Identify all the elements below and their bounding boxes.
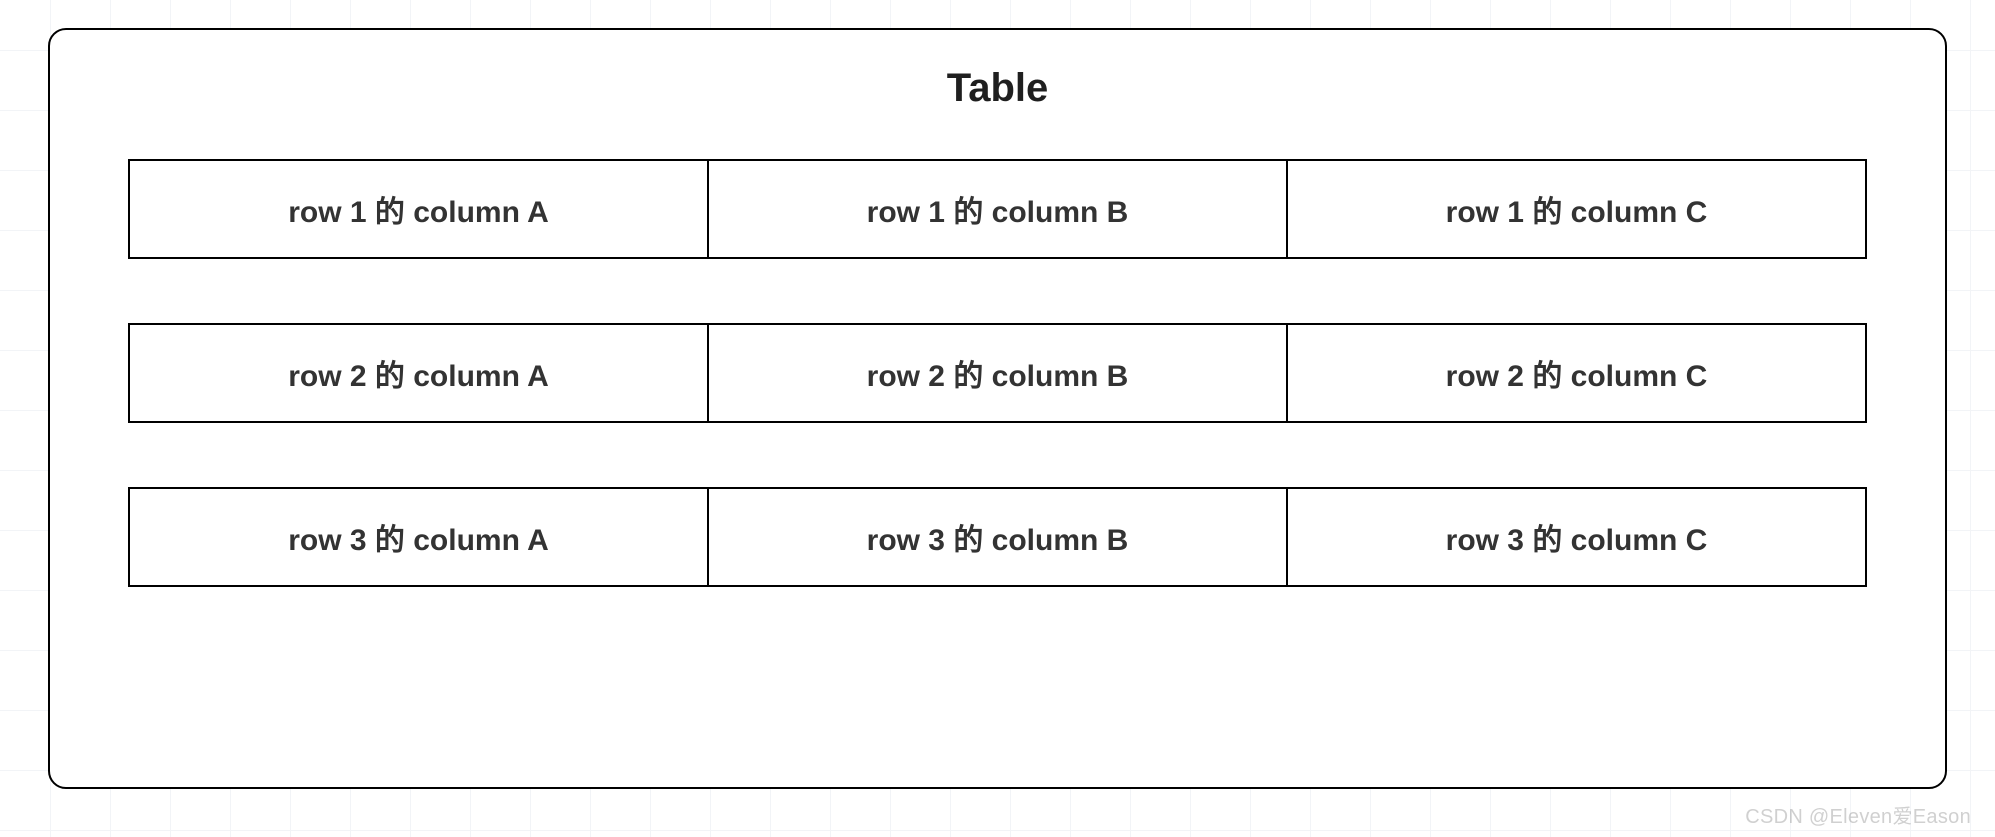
table-body: row 1 的 column A row 1 的 column B row 1 … [128,159,1867,587]
page-title: Table [128,66,1867,111]
table-panel: Table row 1 的 column A row 1 的 column B … [48,28,1947,789]
table-cell: row 1 的 column B [707,161,1286,257]
table-cell: row 1 的 column A [130,161,707,257]
table-row: row 2 的 column A row 2 的 column B row 2 … [128,323,1867,423]
table-cell: row 3 的 column B [707,489,1286,585]
watermark: CSDN @Eleven爱Eason [1745,800,1971,829]
table-cell: row 1 的 column C [1286,161,1865,257]
table-cell: row 2 的 column C [1286,325,1865,421]
table-cell: row 2 的 column B [707,325,1286,421]
table-row: row 3 的 column A row 3 的 column B row 3 … [128,487,1867,587]
table-row: row 1 的 column A row 1 的 column B row 1 … [128,159,1867,259]
table-cell: row 3 的 column C [1286,489,1865,585]
table-cell: row 2 的 column A [130,325,707,421]
table-cell: row 3 的 column A [130,489,707,585]
